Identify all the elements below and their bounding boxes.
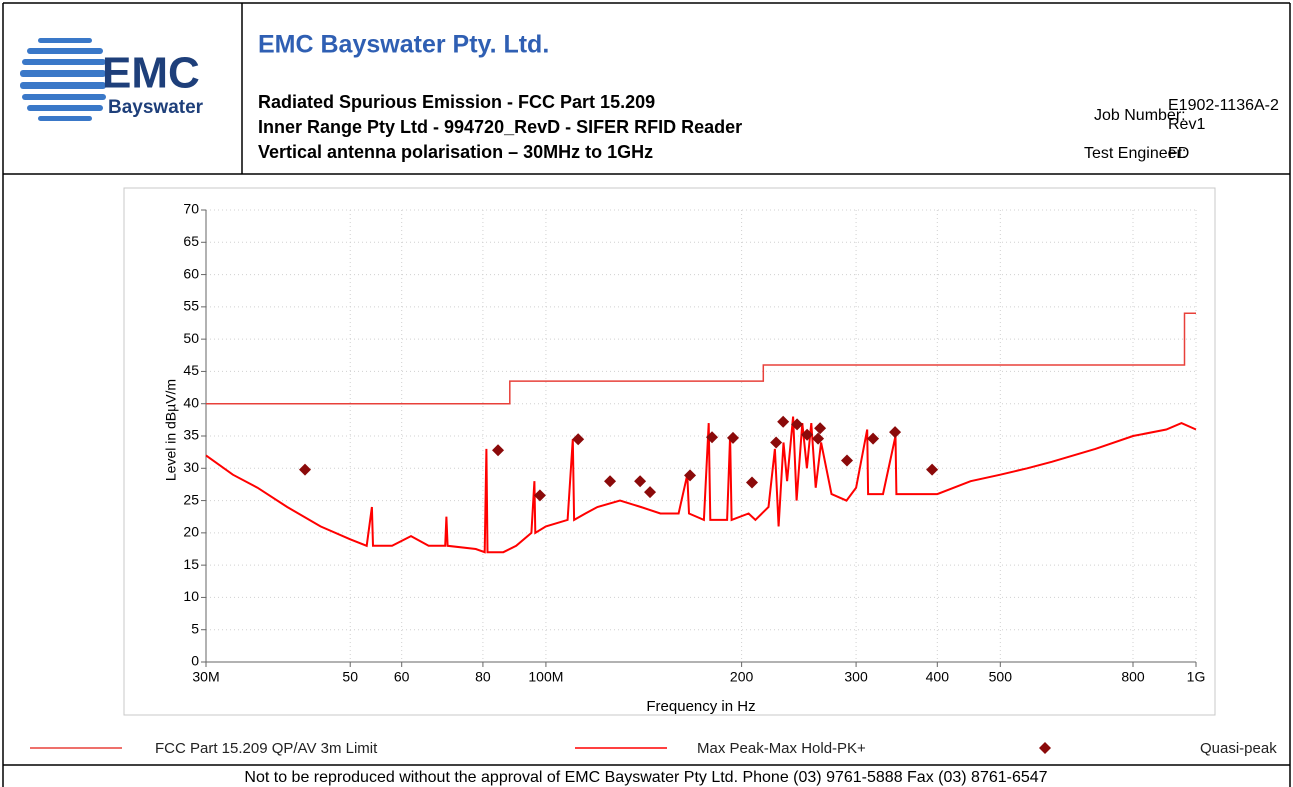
x-tick-label: 30M — [192, 669, 219, 685]
quasi-peak-marker — [634, 475, 647, 488]
quasi-peak-marker — [926, 463, 939, 476]
logo-text: EMC — [102, 49, 200, 98]
limit-line — [206, 312, 1196, 405]
y-tick-label: 5 — [191, 620, 199, 636]
legend-label: Quasi-peak — [1200, 740, 1277, 757]
y-tick-label: 20 — [183, 524, 199, 540]
trace-line — [205, 416, 1197, 554]
job-number: Rev1 — [1168, 116, 1205, 133]
x-tick-label: 100M — [528, 669, 563, 685]
y-axis-label: Level in dBµV/m — [163, 379, 179, 481]
company-name: EMC Bayswater Pty. Ltd. — [258, 31, 549, 59]
logo: EMC Bayswater — [20, 38, 204, 121]
chart-frame — [123, 187, 1216, 716]
quasi-peak-marker — [727, 431, 740, 444]
quasi-peak-marker — [812, 432, 825, 445]
quasi-peak-marker — [492, 444, 505, 457]
header-line: Inner Range Pty Ltd - 994720_RevD - SIFE… — [258, 117, 742, 137]
y-tick-label: 0 — [191, 653, 199, 669]
quasi-peak-marker — [814, 422, 827, 435]
quasi-peak-marker — [801, 428, 814, 441]
legend-marker — [1039, 742, 1051, 754]
y-tick-label: 40 — [183, 394, 199, 410]
quasi-peak-marker — [572, 433, 585, 446]
header-line: Vertical antenna polarisation – 30MHz to… — [258, 142, 653, 162]
quasi-peak-marker — [867, 432, 880, 445]
y-tick-label: 50 — [183, 330, 199, 346]
quasi-peak-marker — [889, 426, 902, 439]
y-tick-label: 15 — [183, 556, 199, 572]
quasi-peak-marker — [770, 436, 783, 449]
y-tick-label: 45 — [183, 362, 199, 378]
quasi-peak-marker — [644, 486, 657, 499]
y-tick-label: 65 — [183, 233, 199, 249]
job-number-label: Job Number: — [1094, 107, 1186, 124]
x-tick-label: 500 — [989, 669, 1013, 685]
y-tick-label: 55 — [183, 298, 199, 314]
header-line: Radiated Spurious Emission - FCC Part 15… — [258, 92, 655, 112]
logo-subtext: Bayswater — [108, 97, 204, 118]
quasi-peak-marker — [604, 475, 617, 488]
job-number: E1902-1136A-2 — [1168, 97, 1279, 114]
y-tick-label: 35 — [183, 427, 199, 443]
quasi-peak-marker — [791, 418, 804, 431]
quasi-peak-marker — [746, 476, 759, 489]
x-tick-label: 400 — [926, 669, 950, 685]
x-tick-label: 50 — [342, 669, 358, 685]
x-tick-label: 80 — [475, 669, 491, 685]
quasi-peak-marker — [840, 454, 853, 467]
quasi-peak-marker — [777, 415, 790, 428]
y-tick-label: 70 — [183, 201, 199, 217]
x-axis-label: Frequency in Hz — [646, 698, 755, 715]
quasi-peak-marker — [706, 431, 719, 444]
x-tick-label: 60 — [394, 669, 410, 685]
x-tick-label: 800 — [1121, 669, 1145, 685]
quasi-peak-marker — [299, 463, 312, 476]
x-tick-label: 300 — [844, 669, 868, 685]
y-tick-label: 25 — [183, 491, 199, 507]
x-tick-label: 200 — [730, 669, 754, 685]
test-engineer-label: Test Engineer: — [1084, 145, 1186, 162]
legend-label: FCC Part 15.209 QP/AV 3m Limit — [155, 740, 378, 757]
y-tick-label: 60 — [183, 265, 199, 281]
quasi-peak-marker — [684, 469, 697, 482]
test-engineer: FD — [1168, 145, 1189, 162]
quasi-peak-marker — [533, 489, 546, 502]
y-tick-label: 30 — [183, 459, 199, 475]
x-tick-label: 1G — [1187, 669, 1206, 685]
legend-label: Max Peak-Max Hold-PK+ — [697, 740, 866, 757]
footer: Not to be reproduced without the approva… — [244, 769, 1047, 786]
y-tick-label: 10 — [183, 588, 199, 604]
